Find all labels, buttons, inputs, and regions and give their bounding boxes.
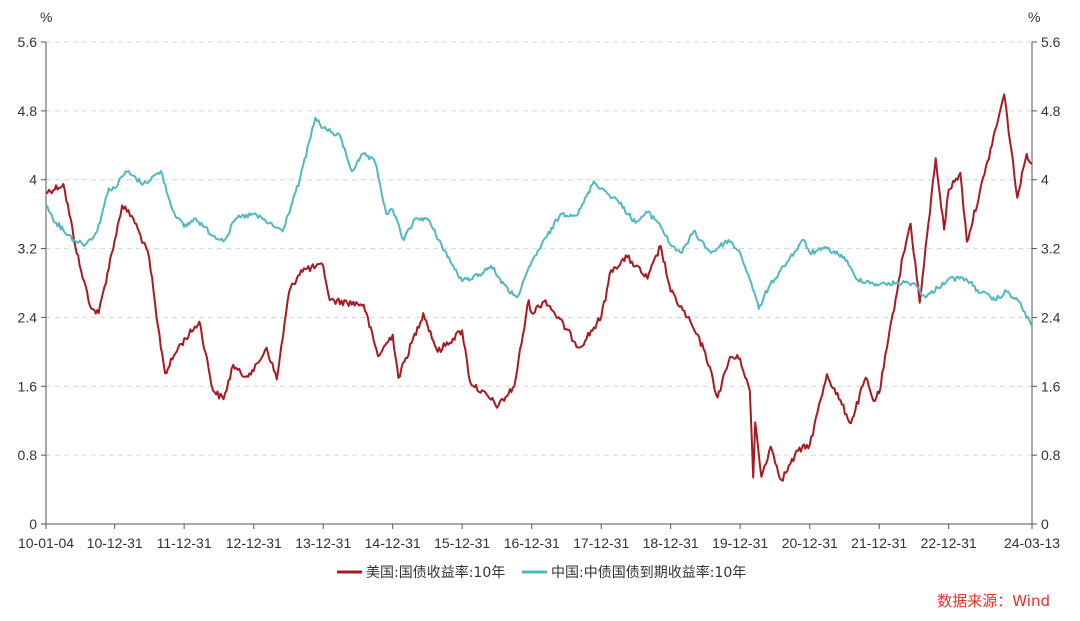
right-y-axis-unit: % bbox=[1028, 9, 1040, 25]
series-line-cn-10y bbox=[45, 116, 1033, 327]
right-y-tick-labels: 0 0.8 1.6 2.4 3.2 4 4.8 5.6 bbox=[1041, 34, 1061, 532]
right-y-tick-label: 2.4 bbox=[1041, 309, 1061, 325]
left-y-tick-label: 0 bbox=[29, 516, 37, 532]
right-y-tick-label: 0.8 bbox=[1041, 447, 1061, 463]
series-line-us-10y bbox=[45, 93, 1033, 482]
legend-label-us-10y: 美国:国债收益率:10年 bbox=[366, 564, 505, 581]
x-tick-label: 20-12-31 bbox=[782, 535, 838, 551]
x-tick-label: 12-12-31 bbox=[226, 535, 282, 551]
x-tick-label: 18-12-31 bbox=[643, 535, 699, 551]
series-lines bbox=[45, 93, 1033, 482]
left-y-tick-label: 3.2 bbox=[18, 241, 38, 257]
left-y-tick-labels: 0 0.8 1.6 2.4 3.2 4 4.8 5.6 bbox=[18, 34, 38, 532]
left-y-tick-label: 2.4 bbox=[18, 309, 38, 325]
right-y-tick-label: 5.6 bbox=[1041, 34, 1061, 50]
left-y-axis-unit: % bbox=[40, 9, 52, 25]
x-tick-label: 13-12-31 bbox=[295, 535, 351, 551]
x-tick-label: 10-12-31 bbox=[87, 535, 143, 551]
x-tick-label: 11-12-31 bbox=[157, 535, 212, 551]
right-y-tick-label: 0 bbox=[1041, 516, 1049, 532]
legend: 美国:国债收益率:10年 中国:中债国债到期收益率:10年 bbox=[337, 564, 746, 581]
x-tick-label: 17-12-31 bbox=[573, 535, 629, 551]
axes bbox=[41, 41, 1037, 529]
gridlines bbox=[46, 41, 1032, 456]
right-y-tick-label: 3.2 bbox=[1041, 241, 1061, 257]
x-tick-label: 14-12-31 bbox=[365, 535, 421, 551]
right-y-tick-label: 4.8 bbox=[1041, 103, 1061, 119]
x-tick-label: 24-03-13 bbox=[1004, 535, 1060, 551]
x-tick-label: 19-12-31 bbox=[712, 535, 768, 551]
x-tick-label: 10-01-04 bbox=[18, 535, 74, 551]
x-tick-label: 21-12-31 bbox=[851, 535, 907, 551]
left-y-tick-label: 5.6 bbox=[18, 34, 38, 50]
right-y-tick-label: 1.6 bbox=[1041, 378, 1061, 394]
left-y-tick-label: 1.6 bbox=[18, 378, 38, 394]
right-y-tick-label: 4 bbox=[1041, 172, 1049, 188]
x-tick-label: 15-12-31 bbox=[434, 535, 490, 551]
x-tick-label: 16-12-31 bbox=[504, 535, 560, 551]
left-y-tick-label: 4 bbox=[29, 172, 37, 188]
legend-label-cn-10y: 中国:中债国债到期收益率:10年 bbox=[551, 564, 746, 581]
left-y-tick-label: 0.8 bbox=[18, 447, 38, 463]
x-tick-label: 22-12-31 bbox=[921, 535, 977, 551]
data-source-note: 数据来源：Wind bbox=[937, 592, 1050, 610]
left-y-tick-label: 4.8 bbox=[18, 103, 38, 119]
x-tick-labels: 10-01-04 10-12-31 11-12-31 12-12-31 13-12-31… bbox=[18, 535, 1060, 551]
